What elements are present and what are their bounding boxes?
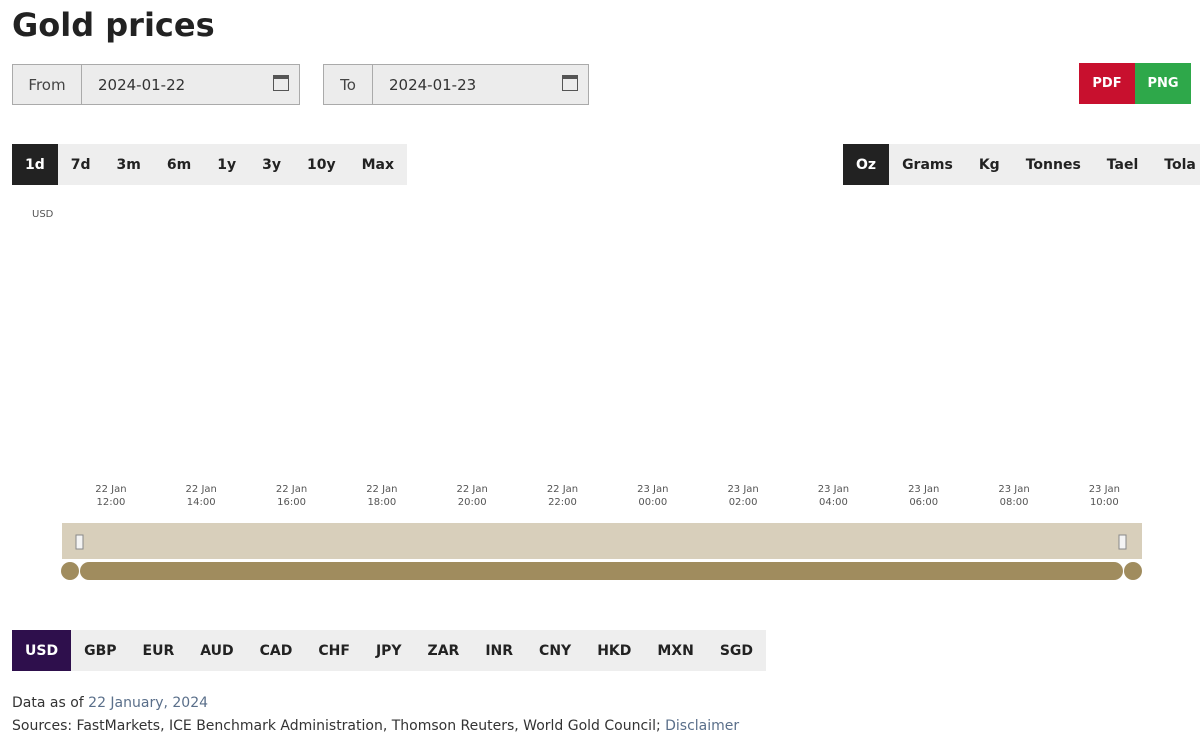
from-value: 2024-01-22 (98, 75, 186, 94)
unit-tab[interactable]: Oz (843, 144, 890, 185)
as-of-label: Data as of (12, 695, 84, 711)
from-label: From (13, 65, 82, 104)
x-tick-label: 22 Jan 12:00 (95, 484, 127, 508)
currency-tab[interactable]: AUD (200, 642, 234, 659)
x-tick-label: 22 Jan 16:00 (275, 484, 308, 508)
currency-tabs: USD GBP EUR AUD CAD CHF JPY ZAR INR CNY HKD MXN SGD (12, 630, 767, 671)
y-axis-label: USD (32, 209, 54, 220)
x-tick-label: 22 Jan 20:00 (456, 484, 488, 508)
data-as-of: Data as of 22 January, 2024 (12, 695, 208, 711)
x-tick-label: 22 Jan 22:00 (546, 484, 579, 508)
x-tick-label: 23 Jan 08:00 (998, 484, 1030, 508)
x-tick-label: 22 Jan 14:00 (185, 484, 217, 508)
x-tick-label: 22 Jan 18:00 (366, 484, 398, 508)
period-tab[interactable]: 3y (262, 156, 281, 173)
png-button[interactable]: PNG (1135, 63, 1191, 104)
currency-tab[interactable]: USD (12, 630, 72, 671)
period-tab[interactable]: 10y (306, 156, 336, 173)
calendar-icon[interactable] (562, 75, 578, 91)
currency-tab[interactable]: EUR (142, 642, 175, 659)
disclaimer-link[interactable]: Disclaimer (665, 718, 740, 734)
currency-tab[interactable]: CNY (539, 642, 572, 659)
period-tabs: 1d 7d 3m 6m 1y 3y 10y Max (12, 144, 407, 185)
unit-tabs: Oz Grams Kg Tonnes Tael Tola (843, 144, 1200, 185)
to-date[interactable]: To 2024-01-23 (323, 64, 589, 105)
x-tick-label: 23 Jan 06:00 (908, 484, 940, 508)
export-buttons: PDF PNG (1079, 63, 1191, 104)
scroll-right[interactable] (1124, 562, 1142, 580)
chart: USD 2,0152,0202,0252,0302,035 (32, 209, 1142, 580)
period-tab[interactable]: 3m (116, 156, 141, 173)
x-tick-label: 23 Jan 10:00 (1088, 484, 1121, 508)
currency-tab[interactable]: JPY (375, 642, 402, 659)
from-date[interactable]: From 2024-01-22 (12, 64, 300, 105)
to-label: To (324, 65, 373, 104)
sources-text: Sources: FastMarkets, ICE Benchmark Admi… (12, 718, 661, 734)
currency-tab[interactable]: MXN (657, 642, 694, 659)
unit-tab[interactable]: Tael (1106, 156, 1139, 173)
navigator-handle[interactable] (1118, 534, 1127, 550)
x-tick-label: 23 Jan 02:00 (727, 484, 759, 508)
navigator (62, 523, 1142, 559)
pdf-button[interactable]: PDF (1079, 63, 1135, 104)
navigator-handle[interactable] (75, 534, 84, 550)
period-tab[interactable]: 7d (70, 156, 91, 173)
period-tab[interactable]: Max (361, 156, 394, 173)
as-of-date: 22 January, 2024 (88, 695, 209, 711)
unit-tab[interactable]: Kg (978, 156, 1000, 173)
currency-tab[interactable]: CHF (318, 642, 350, 659)
unit-tab[interactable]: Tola (1164, 156, 1196, 173)
unit-tab[interactable]: Grams (902, 156, 953, 173)
currency-tab[interactable]: SGD (719, 642, 754, 659)
x-tick-label: 23 Jan 04:00 (817, 484, 850, 508)
currency-tab[interactable]: GBP (84, 642, 117, 659)
to-value: 2024-01-23 (389, 75, 477, 94)
period-tab[interactable]: 6m (166, 156, 192, 173)
currency-tab[interactable]: ZAR (427, 642, 460, 659)
navigator-scrollbar[interactable] (80, 562, 1123, 580)
currency-tab[interactable]: CAD (259, 642, 293, 659)
currency-tab[interactable]: HKD (597, 642, 632, 659)
currency-tab[interactable]: INR (485, 642, 514, 659)
scroll-left[interactable] (61, 562, 79, 580)
unit-tab[interactable]: Tonnes (1025, 156, 1081, 173)
page-title: Gold prices (12, 6, 215, 44)
calendar-icon[interactable] (273, 75, 289, 91)
period-tab[interactable]: 1y (217, 156, 237, 173)
sources: Sources: FastMarkets, ICE Benchmark Admi… (12, 718, 739, 734)
period-tab[interactable]: 1d (12, 144, 58, 185)
x-tick-label: 23 Jan 00:00 (637, 484, 669, 508)
